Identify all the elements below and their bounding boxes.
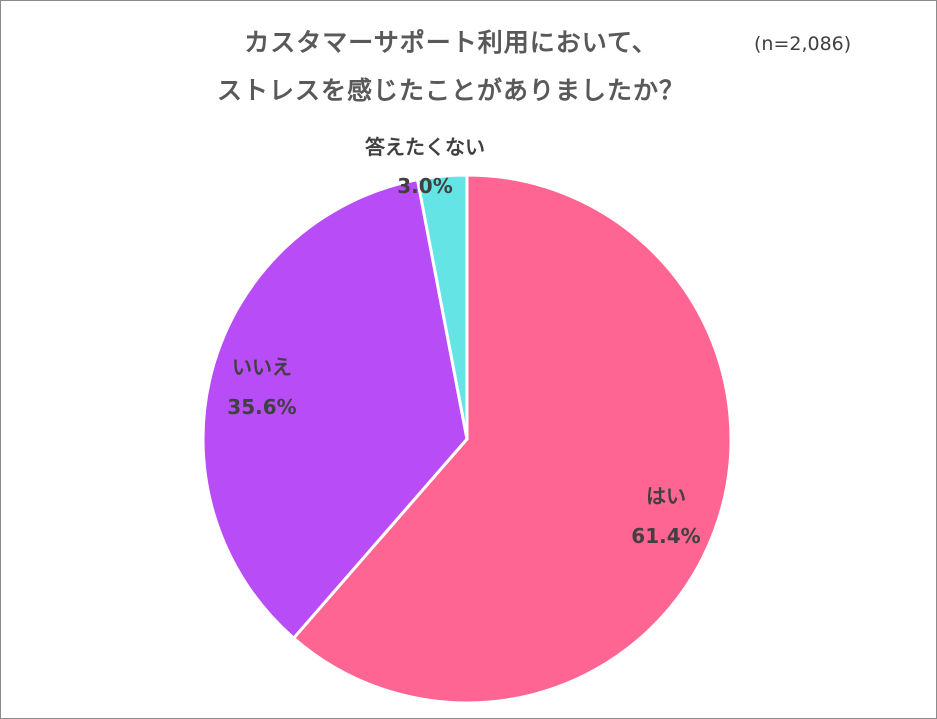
chart-title-line-2: ストレスを感じたことがありましたか？	[216, 76, 685, 105]
slice-label-no-answer: 答えたくない	[365, 135, 485, 159]
pie-slice-no-answer	[416, 173, 469, 441]
pie-slice-yes	[292, 173, 733, 705]
sample-size-label: (n=2,086)	[754, 33, 852, 55]
pie-slices	[201, 173, 733, 705]
slice-label-no: いいえ	[232, 355, 292, 379]
pie-slice-no	[201, 178, 469, 640]
slice-value-no: 35.6%	[227, 395, 296, 419]
slice-label-yes: はい	[646, 484, 686, 508]
slice-value-yes: 61.4%	[631, 524, 700, 548]
chart-title-line-1: カスタマーサポート利用において、	[244, 28, 658, 57]
pie-labels: はい 61.4% いいえ 35.6% 答えたくない 3.0%	[227, 135, 700, 548]
slice-value-no-answer: 3.0%	[397, 174, 452, 198]
